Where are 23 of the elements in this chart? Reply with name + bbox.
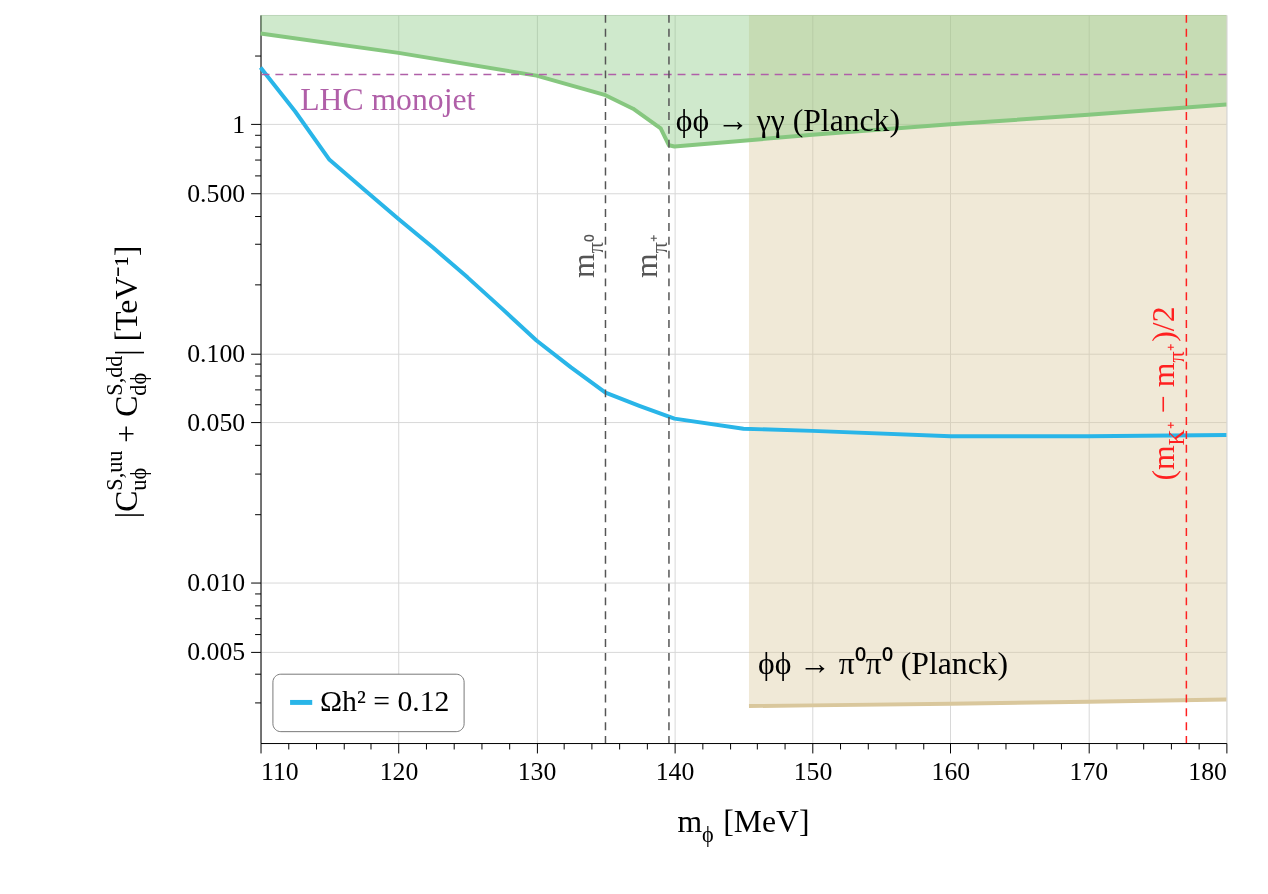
legend-label: Ωh² = 0.12 [319,685,450,718]
x-tick-label: 120 [379,757,419,787]
x-tick-label: 110 [261,757,299,787]
y-tick-label: 0.500 [187,178,246,208]
annotation: ϕϕ → γγ (Planck) [675,103,901,139]
y-tick-label: 1 [232,109,246,139]
x-tick-label: 140 [655,757,695,787]
ref-line-label: mπ⁺ [629,234,672,278]
x-tick-label: 150 [793,757,833,787]
x-tick-label: 160 [931,757,971,787]
ref-line-label: (mK⁺ − mπ⁺)/2 [1146,306,1189,481]
x-tick-label: 180 [1188,757,1227,787]
y-tick-label: 0.010 [187,568,246,598]
ref-line-label: mπ⁰ [565,234,609,278]
annotation: ϕϕ → π⁰π⁰ (Planck) [757,645,1009,681]
y-axis-title: |CuϕS,uu + CdϕS,dd| [TeV⁻¹] [102,245,152,519]
ref-line-label: LHC monojet [300,82,476,118]
line-series [747,697,1229,709]
x-tick-label: 170 [1069,757,1109,787]
y-tick-label: 0.005 [187,637,246,667]
y-tick-label: 0.100 [187,338,246,368]
x-tick-label: 130 [517,757,557,787]
y-tick-label: 0.050 [187,407,246,437]
